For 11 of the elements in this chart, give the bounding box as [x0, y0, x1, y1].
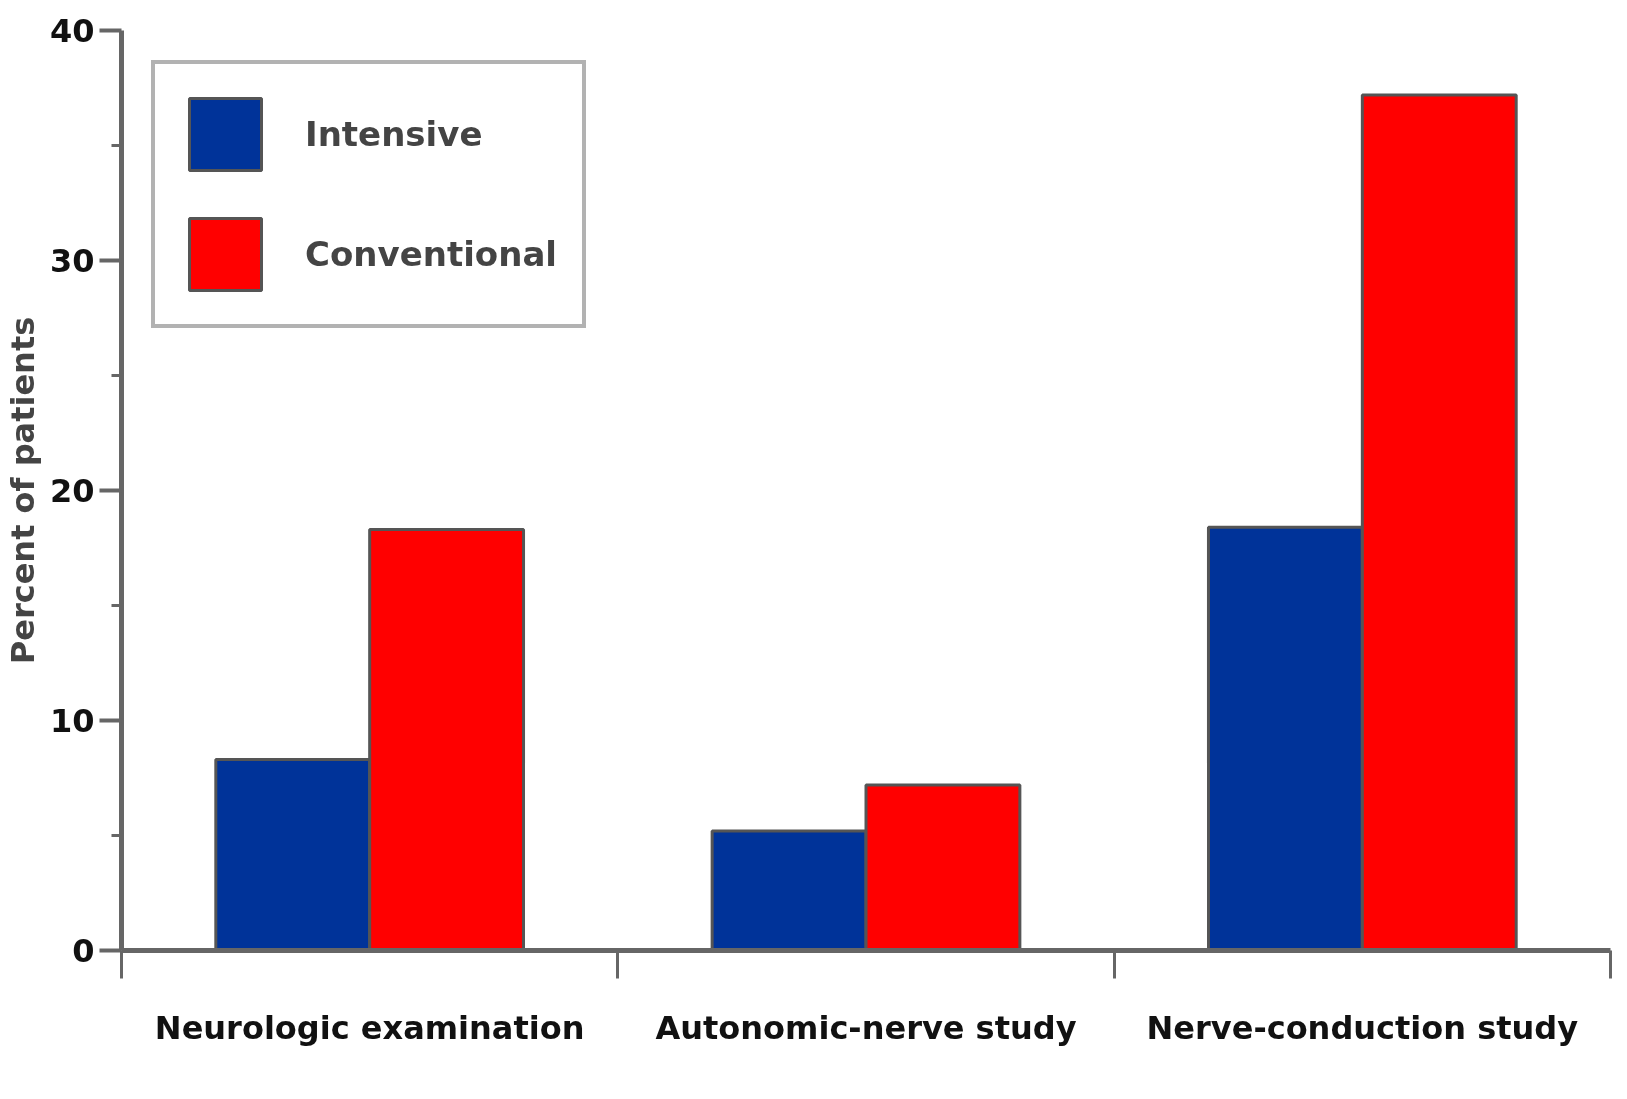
y-tick-label: 10 [49, 702, 95, 740]
y-tick-label: 0 [72, 932, 95, 970]
x-tick-label: Nerve-conduction study [1146, 1008, 1579, 1047]
y-tick-label: 40 [49, 12, 95, 50]
x-tick-label: Autonomic-nerve study [655, 1008, 1077, 1047]
y-tick-label: 30 [49, 242, 95, 280]
x-tick-label: Neurologic examination [154, 1008, 585, 1047]
y-tick-label: 20 [49, 472, 95, 510]
y-axis-title: Percent of patients [3, 316, 42, 665]
legend-label: Conventional [305, 234, 558, 274]
legend-label: Intensive [305, 114, 483, 154]
